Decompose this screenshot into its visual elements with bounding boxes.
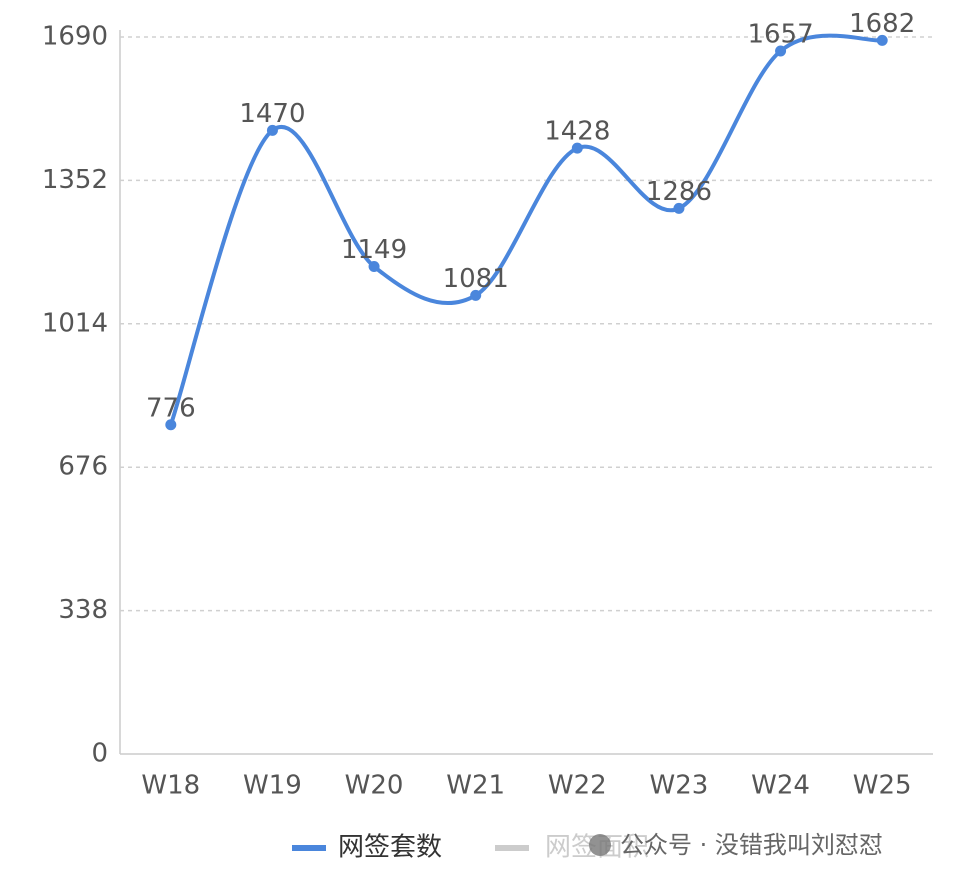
point [673, 202, 685, 214]
watermark: 公众号 · 没错我叫刘怼怼 [620, 831, 883, 859]
y-tick-label: 338 [58, 595, 108, 625]
data-label: 1081 [443, 264, 509, 294]
point [876, 34, 888, 46]
legend-label: 网签套数 [338, 833, 442, 863]
point [266, 124, 278, 136]
x-tick-label: W22 [548, 771, 607, 801]
x-tick-label: W20 [345, 771, 404, 801]
point [571, 142, 583, 154]
point [368, 261, 380, 273]
x-tick-label: W19 [243, 771, 302, 801]
point [470, 289, 482, 301]
data-label: 1428 [544, 117, 610, 147]
x-tick-label: W24 [751, 771, 810, 801]
y-tick-label: 1014 [42, 308, 108, 338]
line [168, 33, 883, 426]
y-tick-label: 676 [58, 452, 108, 482]
y-tick-label: 0 [91, 739, 108, 769]
point [165, 419, 177, 431]
point [775, 45, 787, 57]
y-tick-label: 1690 [42, 22, 108, 52]
data-label: 1149 [341, 235, 407, 265]
x-tick-label: W23 [650, 771, 709, 801]
x-tick-label: W21 [446, 771, 505, 801]
x-tick-label: W18 [141, 771, 200, 801]
data-label: 1657 [747, 20, 813, 50]
x-tick-label: W25 [853, 771, 912, 801]
data-label: 1682 [849, 9, 915, 39]
data-label: 1470 [239, 99, 305, 129]
data-label: 776 [146, 393, 196, 423]
watermark-icon [589, 834, 611, 856]
data-label: 1286 [646, 177, 712, 207]
y-tick-label: 1352 [42, 165, 108, 195]
